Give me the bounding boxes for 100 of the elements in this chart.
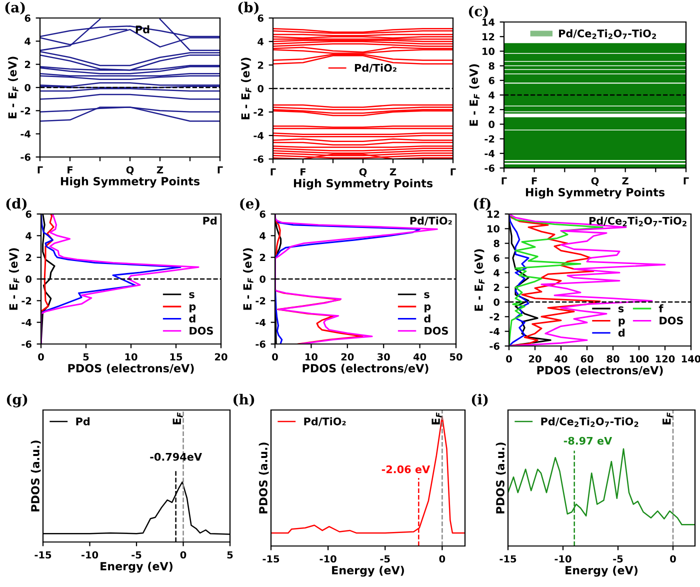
x-axis-title: High Symmetry Points: [294, 178, 433, 190]
y-axis-title: PDOS (a.u.): [30, 440, 41, 512]
ref-line-label: E$_{F}$: [172, 412, 183, 424]
legend-label: DOS: [660, 316, 683, 325]
x-tick-label: 5: [83, 353, 89, 361]
x-tick-label: 15: [170, 353, 182, 361]
y-tick-label: -6: [256, 340, 266, 348]
x-axis-title: High Symmetry Points: [60, 176, 200, 188]
x-tick-label: 0: [506, 355, 512, 363]
legend-label: p: [424, 304, 431, 312]
legend-label: DOS: [190, 326, 213, 335]
text: (g): [6, 394, 28, 408]
y-tick-label: 12: [488, 210, 500, 218]
y-tick-label: 10: [482, 48, 495, 56]
legend-label: Pd/Ce$_{2}$Ti$_{2}$O$_{7}$-TiO$_{2}$: [559, 29, 656, 39]
x-tick-label: Z: [390, 168, 396, 176]
y-tick-label: 14: [482, 18, 495, 26]
x-tick-label: 10: [125, 353, 138, 361]
legend-label: Pd/TiO₂: [354, 64, 396, 73]
y-tick-label: 4: [260, 232, 266, 240]
y-axis-title: E - E$_{F}$ (eV): [243, 248, 254, 310]
y-axis-title: E - E$_{F}$ (eV): [8, 56, 18, 118]
legend-label: Pd/Ce$_{2}$Ti$_{2}$O$_{7}$-TiO$_{2}$: [541, 417, 638, 427]
y-tick-label: 0: [260, 275, 266, 283]
y-axis-title: E - E$_{F}$ (eV): [241, 58, 252, 120]
y-tick-label: 6: [494, 254, 500, 262]
text: (b): [238, 2, 259, 14]
y-axis-title: PDOS (a.u.): [496, 442, 506, 514]
y-tick-label: 2: [494, 284, 500, 292]
y-tick-label: -4: [484, 150, 495, 158]
x-axis-title: Energy (eV): [100, 562, 172, 573]
x-tick-label: 50: [450, 353, 462, 361]
legend-label: d: [424, 314, 430, 323]
x-axis-title: Energy (eV): [332, 566, 404, 577]
text: (e): [240, 198, 260, 211]
x-tick-label: Γ: [450, 168, 456, 176]
x-tick-label: 20: [215, 353, 228, 361]
y-tick-label: -2: [484, 135, 494, 142]
x-axis-title: High Symmetry Points: [526, 188, 665, 199]
x-tick-label: -5: [613, 555, 623, 563]
x-tick-label: 20: [529, 355, 542, 363]
x-tick-label: Q: [591, 177, 599, 186]
x-tick-label: Q: [359, 168, 367, 177]
y-tick-label: -2: [20, 107, 30, 114]
y-tick-label: 6: [488, 76, 494, 84]
chart-title: Pd/TiO₂: [410, 216, 452, 226]
y-tick-label: 2: [24, 60, 30, 68]
x-tick-label: 80: [606, 355, 620, 363]
y-tick-label: -4: [490, 328, 500, 336]
y-tick-label: 4: [494, 269, 500, 276]
y-tick-label: 6: [260, 210, 266, 218]
y-tick-label: -2: [256, 297, 266, 304]
x-tick-label: 5: [227, 551, 233, 559]
x-tick-label: -15: [34, 551, 52, 559]
x-tick-label: -10: [554, 555, 572, 563]
y-tick-label: 4: [488, 92, 495, 99]
x-tick-label: 20: [341, 353, 354, 361]
x-tick-label: Z: [156, 166, 164, 174]
x-tick-label: -5: [132, 551, 142, 559]
x-axis-title: PDOS (electrons/eV): [537, 366, 663, 376]
y-tick-label: -4: [254, 132, 264, 140]
ref-line-label: E$_{F}$: [432, 412, 442, 424]
text: (f): [474, 198, 490, 211]
x-tick-label: -10: [320, 555, 336, 563]
y-tick-label: 0: [488, 120, 495, 128]
y-tick-label: 4: [24, 38, 31, 45]
y-tick-label: 6: [258, 14, 264, 22]
text: (i): [472, 394, 488, 407]
x-tick-label: 0: [38, 353, 44, 361]
y-tick-label: 2: [488, 106, 494, 114]
x-tick-label: Z: [622, 177, 628, 184]
y-tick-label: -4: [256, 318, 266, 326]
legend-label: s: [424, 292, 430, 298]
y-axis-title: E - E$_{F}$ (eV): [469, 64, 480, 126]
x-tick-label: Γ: [218, 166, 223, 174]
y-tick-label: -6: [22, 340, 32, 348]
text: (c): [468, 6, 488, 18]
y-tick-label: 6: [26, 210, 32, 218]
x-tick-label: Q: [126, 166, 134, 175]
legend-label: p: [618, 318, 625, 327]
text: (d): [6, 198, 27, 211]
x-tick-label: F: [532, 177, 537, 184]
y-tick-label: -2: [490, 313, 500, 320]
x-tick-label: -15: [262, 555, 280, 563]
text: (a): [5, 2, 25, 14]
y-tick-label: 0: [258, 84, 264, 92]
y-axis-title: E - E$_{F}$ (eV): [9, 248, 20, 310]
x-tick-label: Γ: [684, 177, 689, 184]
x-tick-label: 10: [306, 353, 318, 361]
y-tick-label: -4: [20, 130, 31, 138]
x-tick-label: 100: [630, 355, 649, 363]
x-axis-title: Energy (eV): [566, 566, 638, 577]
y-tick-label: -6: [490, 342, 500, 350]
x-axis-title: PDOS (electrons/eV): [302, 364, 428, 374]
legend-label: s: [618, 306, 624, 312]
x-tick-label: Γ: [38, 166, 43, 174]
y-tick-label: 6: [24, 14, 30, 22]
y-tick-label: 2: [258, 61, 264, 69]
y-tick-label: 12: [482, 33, 494, 40]
y-tick-label: -6: [254, 155, 264, 163]
